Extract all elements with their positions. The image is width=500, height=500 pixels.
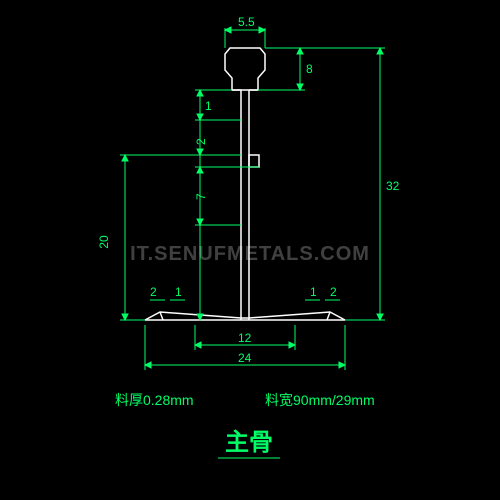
dim-base-inner: 12 [238, 331, 252, 345]
dim-base-outer: 24 [238, 351, 252, 365]
dim-head-height: 8 [306, 62, 313, 76]
dim-top-width: 5.5 [238, 15, 255, 29]
dim-neck2: 2 [194, 138, 208, 145]
tbar-profile [145, 48, 345, 320]
cad-drawing: 5.5 8 32 20 1 2 7 2 1 1 2 12 24 料厚0.28mm… [0, 0, 500, 500]
dim-foot-l1: 2 [150, 285, 157, 299]
dim-foot-r2: 2 [330, 285, 337, 299]
dim-foot-r1: 1 [310, 285, 317, 299]
dim-foot-l2: 1 [175, 285, 182, 299]
thickness-label: 料厚0.28mm [115, 392, 194, 408]
drawing-title: 主骨 [225, 429, 273, 456]
dim-seg7: 7 [194, 193, 208, 200]
dimension-lines [120, 27, 385, 370]
dim-neck1: 1 [205, 99, 212, 113]
width-spec-label: 料宽90mm/29mm [265, 392, 375, 408]
dim-left-height: 20 [97, 235, 111, 249]
watermark-text: IT.SENUFMETALS.COM [130, 243, 370, 265]
dim-right-height: 32 [386, 179, 400, 193]
